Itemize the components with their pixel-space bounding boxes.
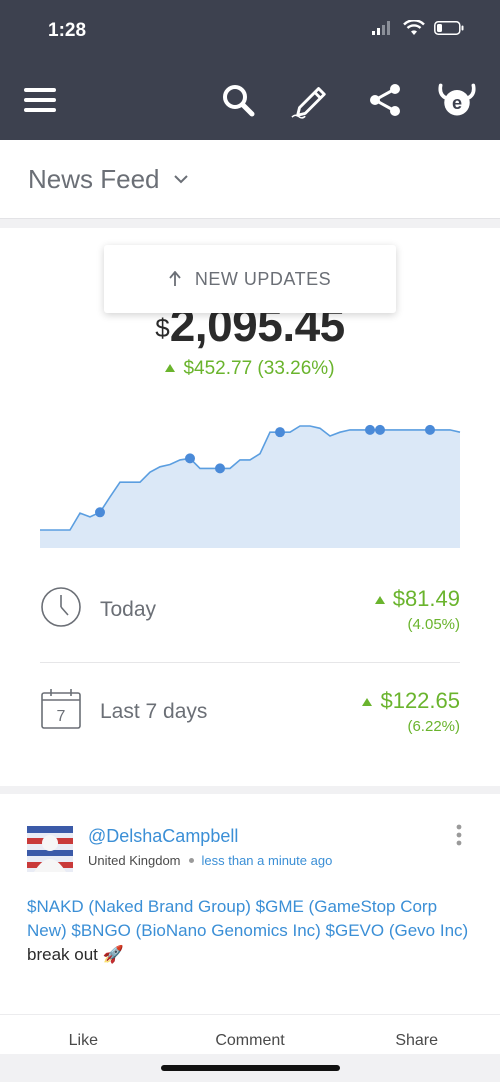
new-updates-label: NEW UPDATES [194, 268, 332, 289]
app-bar: e [0, 62, 500, 140]
post-time[interactable]: less than a minute ago [201, 853, 333, 868]
battery-icon [434, 21, 464, 35]
avatar[interactable] [27, 826, 73, 872]
divider [40, 662, 460, 663]
search-icon[interactable] [218, 80, 258, 120]
share-button[interactable]: Share [395, 1032, 439, 1049]
clock-icon [41, 587, 81, 627]
comment-button[interactable]: Comment [215, 1032, 285, 1049]
chevron-down-icon [173, 175, 188, 184]
home-indicator[interactable] [161, 1065, 340, 1071]
up-arrow-icon [362, 698, 373, 706]
today-value: $81.49 [374, 586, 460, 612]
new-updates-button[interactable]: NEW UPDATES [104, 245, 396, 313]
portfolio-chart [40, 424, 461, 548]
today-percent: (4.05%) [407, 616, 460, 633]
chart-point[interactable] [425, 424, 435, 435]
separator-dot [188, 858, 194, 863]
chart-point[interactable] [375, 424, 385, 435]
post-meta: United Kingdom less than a minute ago [88, 853, 332, 868]
last-7-days-label: Last 7 days [100, 700, 208, 723]
feed-selector[interactable]: News Feed [28, 164, 188, 195]
rocket-emoji: 🚀 [102, 945, 124, 964]
last-7-days-percent: (6.22%) [407, 718, 460, 735]
more-vertical-icon[interactable] [454, 824, 464, 846]
like-button[interactable]: Like [68, 1032, 99, 1049]
wifi-icon [403, 20, 425, 35]
edit-pen-icon[interactable] [290, 80, 330, 120]
post-actions: Like Comment Share [0, 1014, 500, 1054]
today-label: Today [100, 598, 157, 621]
today-row[interactable]: Today $81.49 (4.05%) [40, 568, 460, 658]
share-icon[interactable] [365, 80, 405, 120]
portfolio-card[interactable]: $2,095.45 $452.77 (33.26%) Today $81.49 … [0, 228, 500, 786]
etoro-logo-icon[interactable]: e [437, 80, 477, 120]
chart-point[interactable] [95, 507, 105, 518]
post-card: @DelshaCampbell United Kingdom less than… [0, 794, 500, 1054]
feed-header: News Feed [0, 140, 500, 219]
post-country: United Kingdom [88, 853, 181, 868]
up-arrow-icon [165, 364, 176, 372]
status-time: 1:28 [48, 20, 87, 41]
svg-text:e: e [452, 93, 462, 113]
arrow-up-icon [169, 271, 181, 286]
chart-point[interactable] [185, 453, 195, 464]
total-change: $452.77 (33.26%) [0, 358, 500, 380]
signal-icon [372, 21, 390, 35]
total-change-value: $452.77 (33.26%) [183, 358, 335, 379]
feed-title: News Feed [28, 164, 160, 194]
chart-line [40, 425, 461, 531]
last-7-days-value: $122.65 [362, 688, 460, 714]
last-7-days-row[interactable]: 7 Last 7 days $122.65 (6.22%) [40, 670, 460, 760]
post-text-suffix: break out [27, 945, 98, 964]
chart-point[interactable] [365, 424, 375, 435]
post-text: $NAKD (Naked Brand Group) $GME (GameStop… [27, 895, 477, 967]
post-username[interactable]: @DelshaCampbell [88, 826, 239, 846]
calendar-icon: 7 [41, 689, 81, 729]
up-arrow-icon [374, 596, 385, 604]
status-bar: 1:28 [0, 0, 500, 62]
post-tags[interactable]: $NAKD (Naked Brand Group) $GME (GameStop… [27, 897, 469, 940]
chart-area [40, 426, 460, 548]
calendar-day: 7 [57, 708, 66, 725]
chart-point[interactable] [275, 427, 285, 438]
chart-point[interactable] [215, 463, 225, 474]
currency-symbol: $ [155, 313, 170, 343]
menu-icon[interactable] [20, 80, 60, 120]
